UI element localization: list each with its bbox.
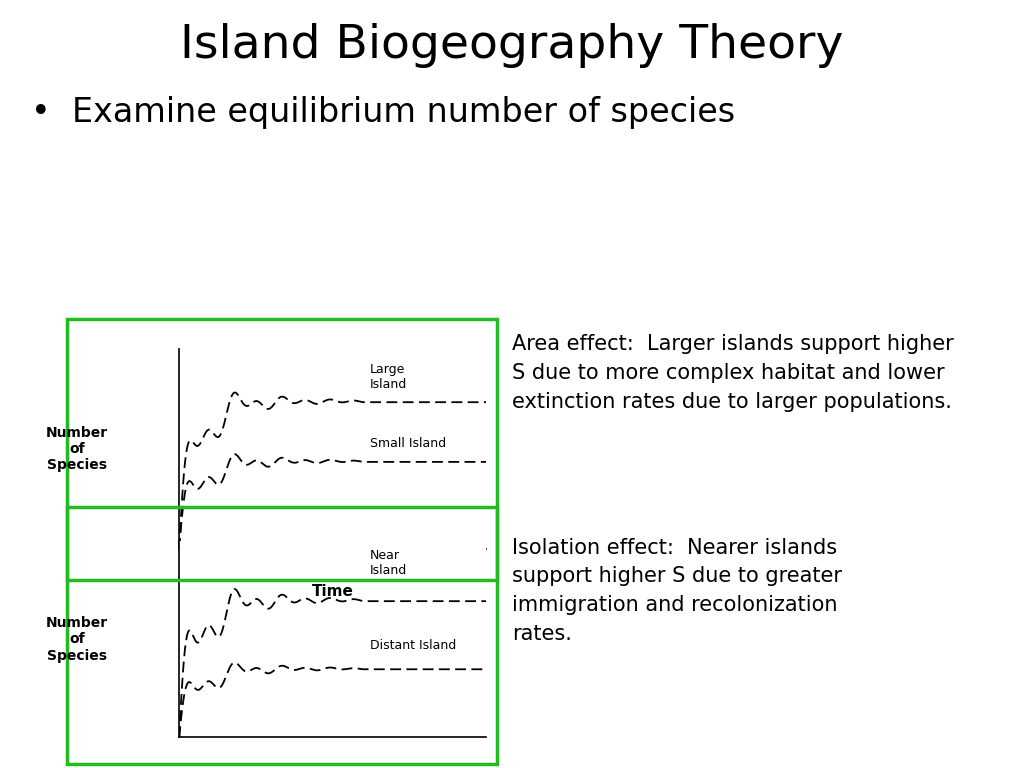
Text: Time: Time bbox=[312, 584, 353, 599]
Text: Area effect:  Larger islands support higher
S due to more complex habitat and lo: Area effect: Larger islands support high… bbox=[512, 334, 953, 412]
Text: Island Biogeography Theory: Island Biogeography Theory bbox=[180, 23, 844, 68]
Text: Examine equilibrium number of species: Examine equilibrium number of species bbox=[72, 96, 735, 129]
Text: Large
Island: Large Island bbox=[370, 363, 407, 392]
Text: •: • bbox=[31, 96, 50, 129]
Text: Isolation effect:  Nearer islands
support higher S due to greater
immigration an: Isolation effect: Nearer islands support… bbox=[512, 538, 842, 644]
Text: Number
of
Species: Number of Species bbox=[46, 426, 108, 472]
Text: Distant Island: Distant Island bbox=[370, 639, 456, 652]
Text: Number
of
Species: Number of Species bbox=[46, 616, 108, 663]
Text: Near
Island: Near Island bbox=[370, 549, 407, 578]
Text: Small Island: Small Island bbox=[370, 437, 445, 450]
